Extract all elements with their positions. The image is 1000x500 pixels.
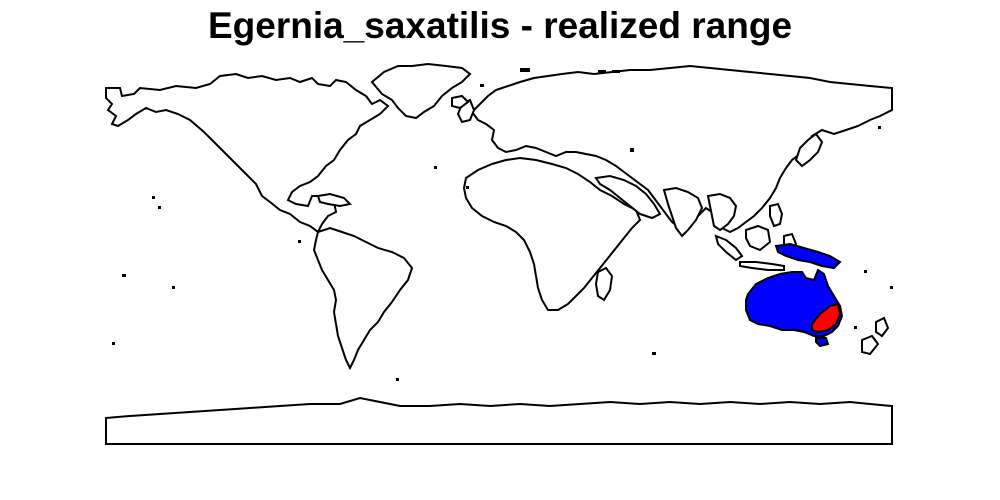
japan-island [794, 132, 824, 168]
indochina-landmass [706, 192, 738, 232]
arabia-landmass [594, 174, 662, 220]
south-america-landmass [312, 226, 414, 371]
tasmania-species-range [815, 337, 830, 348]
greenland-landmass [370, 62, 472, 120]
borneo-island [745, 224, 772, 252]
africa-landmass [462, 156, 642, 311]
java-island [739, 261, 785, 271]
philippines-island [769, 202, 784, 228]
eurasia-landmass [470, 64, 893, 234]
india-landmass [662, 186, 704, 238]
north-america-landmass [105, 72, 390, 234]
iceland-island [451, 94, 470, 110]
new-zealand-south-island [861, 334, 880, 356]
realized-range-area [811, 302, 842, 334]
antarctica-landmass [105, 396, 893, 445]
small-islands [112, 68, 893, 381]
new-zealand-north-island [875, 316, 890, 338]
new-guinea-species-range [774, 242, 842, 270]
sumatra-island [714, 234, 744, 262]
caribbean-islands [316, 192, 353, 208]
map-title: Egernia_saxatilis - realized range [207, 5, 793, 46]
madagascar-island [594, 266, 614, 302]
